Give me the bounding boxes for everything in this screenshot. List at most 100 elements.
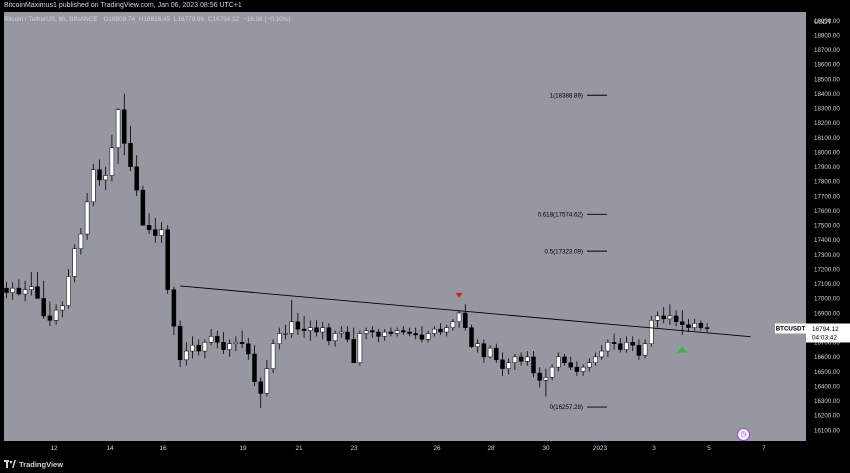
candle-body[interactable] <box>413 333 418 336</box>
candle-body[interactable] <box>655 315 660 321</box>
candle-body[interactable] <box>66 276 71 306</box>
candle-body[interactable] <box>574 366 580 372</box>
candle-body[interactable] <box>270 343 276 369</box>
candle-body[interactable] <box>184 350 189 361</box>
plot-area[interactable] <box>4 12 806 441</box>
candle-body[interactable] <box>351 339 356 363</box>
candle-body[interactable] <box>531 356 536 374</box>
candle-body[interactable] <box>140 189 146 226</box>
candle-body[interactable] <box>146 225 152 230</box>
candle-body[interactable] <box>636 344 642 356</box>
candle-body[interactable] <box>667 315 673 320</box>
candle-body[interactable] <box>556 356 561 368</box>
candle-body[interactable] <box>698 323 704 328</box>
candle-body[interactable] <box>91 169 96 203</box>
candle-body[interactable] <box>562 356 567 363</box>
candle-body[interactable] <box>649 320 654 344</box>
descending-trendline[interactable] <box>180 285 751 338</box>
price-axis[interactable] <box>806 0 850 441</box>
candle-body[interactable] <box>549 366 555 378</box>
candle-body[interactable] <box>506 362 511 369</box>
candle-body[interactable] <box>599 350 604 358</box>
candle-body[interactable] <box>525 356 530 362</box>
candle-body[interactable] <box>611 342 617 344</box>
candle-body[interactable] <box>518 356 524 362</box>
candle-body[interactable] <box>432 328 437 334</box>
candle-body[interactable] <box>587 362 592 368</box>
candle-body[interactable] <box>618 343 623 350</box>
candle-body[interactable] <box>16 287 22 295</box>
candle-body[interactable] <box>345 331 350 340</box>
candle-body[interactable] <box>301 328 307 331</box>
candle-body[interactable] <box>208 336 214 343</box>
candle-body[interactable] <box>153 229 158 236</box>
candle-body[interactable] <box>450 321 456 328</box>
candle-body[interactable] <box>233 342 239 344</box>
candle-body[interactable] <box>171 289 177 327</box>
candle-body[interactable] <box>97 169 102 181</box>
candle-body[interactable] <box>78 233 84 249</box>
symbol-label[interactable]: Bitcoin / TetherUS, 6h, BINANCE <box>4 16 98 23</box>
candle-body[interactable] <box>475 343 480 347</box>
candle-body[interactable] <box>444 327 449 333</box>
candle-body[interactable] <box>407 331 412 334</box>
candle-body[interactable] <box>308 327 313 331</box>
candle-body[interactable] <box>215 336 220 343</box>
candle-body[interactable] <box>382 331 387 337</box>
candle-body[interactable] <box>35 286 40 299</box>
candle-body[interactable] <box>469 327 474 347</box>
candle-body[interactable] <box>704 327 710 329</box>
candle-body[interactable] <box>568 362 573 368</box>
candle-body[interactable] <box>246 343 251 355</box>
candle-body[interactable] <box>196 344 201 352</box>
candle-body[interactable] <box>29 286 34 290</box>
candle-body[interactable] <box>370 330 375 333</box>
candle-body[interactable] <box>258 381 263 394</box>
candle-body[interactable] <box>388 331 394 334</box>
candle-body[interactable] <box>326 327 332 342</box>
candle-body[interactable] <box>252 353 257 383</box>
candle-body[interactable] <box>537 372 542 381</box>
last-price-tag[interactable] <box>806 323 850 343</box>
candle-body[interactable] <box>239 342 245 344</box>
candle-body[interactable] <box>394 330 400 334</box>
symbol-tag[interactable] <box>775 323 806 334</box>
candle-body[interactable] <box>122 109 127 144</box>
candle-body[interactable] <box>680 321 685 325</box>
candle-body[interactable] <box>376 331 381 337</box>
candle-body[interactable] <box>543 377 549 381</box>
candle-body[interactable] <box>481 343 487 358</box>
candle-body[interactable] <box>500 359 505 369</box>
candle-body[interactable] <box>463 312 468 328</box>
candle-body[interactable] <box>438 328 443 333</box>
candle-body[interactable] <box>22 289 28 295</box>
candle-body[interactable] <box>41 298 46 317</box>
candle-body[interactable] <box>692 323 697 328</box>
candle-body[interactable] <box>283 333 288 335</box>
candle-body[interactable] <box>53 309 59 321</box>
candle-body[interactable] <box>221 342 226 350</box>
candle-body[interactable] <box>642 343 648 356</box>
candle-body[interactable] <box>165 229 170 290</box>
candle-body[interactable] <box>593 356 598 363</box>
candle-body[interactable] <box>295 321 301 330</box>
candle-body[interactable] <box>190 344 195 352</box>
candle-body[interactable] <box>673 315 679 323</box>
candle-body[interactable] <box>425 333 431 340</box>
candle-body[interactable] <box>357 333 363 363</box>
candle-body[interactable] <box>84 201 90 235</box>
candle-body[interactable] <box>4 287 9 293</box>
time-axis[interactable] <box>0 441 806 455</box>
candle-body[interactable] <box>289 321 294 334</box>
candle-body[interactable] <box>605 342 611 352</box>
candle-body[interactable] <box>202 342 208 352</box>
candle-body[interactable] <box>512 356 518 363</box>
candle-body[interactable] <box>419 334 425 340</box>
candle-body[interactable] <box>363 330 369 334</box>
candle-body[interactable] <box>227 343 232 350</box>
candle-body[interactable] <box>487 347 493 358</box>
tradingview-brand[interactable]: TradingView <box>4 457 63 471</box>
candle-body[interactable] <box>624 342 629 350</box>
candle-body[interactable] <box>686 324 691 328</box>
